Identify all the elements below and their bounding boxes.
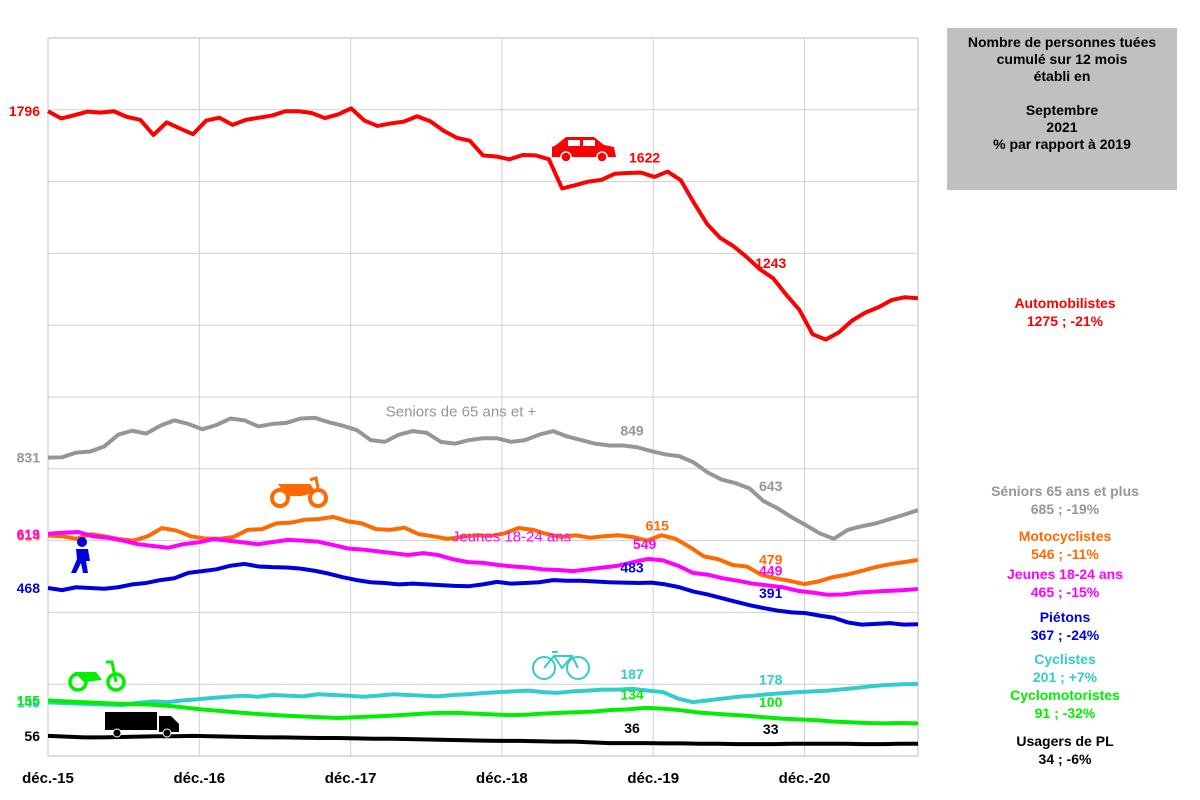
x-tick-label: déc.-17 [325, 770, 377, 787]
legend-entry-value: 91 ; -32% [1034, 705, 1096, 721]
legend-entry: Séniors 65 ans et plus 685 ; -19% [960, 482, 1170, 518]
data-label: 134 [620, 686, 644, 702]
data-label: 831 [17, 450, 41, 466]
x-tick-label: déc.-20 [779, 770, 831, 787]
data-label: 178 [759, 671, 783, 687]
legend-entry: Piétons 367 ; -24% [960, 608, 1170, 644]
data-label: 187 [620, 666, 644, 682]
truck-icon [105, 712, 179, 738]
chart-grid [47, 37, 919, 757]
data-label: 619 [17, 526, 41, 542]
series-line [47, 733, 918, 747]
data-label: 1243 [755, 255, 786, 271]
legend-entry: Motocyclistes 546 ; -11% [960, 527, 1170, 563]
data-label: 1622 [629, 150, 660, 166]
chart-title-box: Nombre de personnes tuées cumulé sur 12 m… [947, 28, 1177, 190]
car-icon [552, 137, 616, 163]
data-label: 155 [17, 692, 41, 708]
legend-entry-value: 34 ; -6% [1038, 751, 1092, 767]
data-label: 549 [633, 536, 657, 552]
data-label: 149 [17, 695, 41, 711]
data-label: 33 [763, 721, 779, 737]
legend-entry-name: Motocyclistes [1018, 528, 1112, 544]
motorcycle-icon [270, 476, 328, 508]
legend-entry-name: Piétons [1039, 609, 1091, 625]
title-line: Septembre [1025, 102, 1099, 118]
data-label: 614 [17, 528, 41, 544]
data-label: 56 [24, 728, 40, 744]
data-label: 643 [759, 478, 783, 494]
title-line: Nombre de personnes tuées [967, 34, 1157, 50]
title-line: cumulé sur 12 mois [996, 51, 1128, 67]
legend-entry-name: Usagers de PL [1016, 733, 1114, 749]
x-tick-label: déc.-19 [627, 770, 679, 787]
series-lines [47, 106, 919, 747]
x-tick-label: déc.-18 [476, 770, 528, 787]
pedestrian-icon [71, 537, 90, 573]
legend-entry-value: 546 ; -11% [1031, 546, 1099, 562]
legend-entry-value: 1275 ; -21% [1026, 313, 1104, 329]
legend-entry: Automobilistes 1275 ; -21% [960, 294, 1170, 330]
legend-entry-name: Cyclomotoristes [1010, 687, 1120, 703]
series-line [47, 415, 919, 541]
series-line [47, 514, 919, 587]
x-tick-label: déc.-15 [22, 770, 74, 787]
legend-entry-name: Séniors 65 ans et plus [991, 483, 1139, 499]
legend-entry-name: Jeunes 18-24 ans [1007, 566, 1123, 582]
series-line [47, 561, 919, 627]
series-labels: 1796 1622 1243 831 849 643 Seniors de 65 ans e… [9, 103, 787, 744]
data-label: 615 [646, 518, 670, 534]
series-line [47, 681, 919, 708]
data-label: 849 [620, 422, 644, 438]
legend-entry: Jeunes 18-24 ans 465 ; -15% [960, 565, 1170, 601]
data-label: 479 [759, 552, 783, 568]
legend-entry: Usagers de PL 34 ; -6% [960, 732, 1170, 768]
title-line: établi en [1033, 68, 1091, 84]
data-label: 391 [759, 585, 783, 601]
data-label: 449 [759, 562, 783, 578]
legend-entry: Cyclomotoristes 91 ; -32% [960, 686, 1170, 722]
data-label: 483 [620, 560, 644, 576]
legend-entry-value: 201 ; +7% [1032, 669, 1098, 685]
legend-entry-name: Automobilistes [1014, 295, 1116, 311]
title-line: 2021 [1046, 119, 1078, 135]
x-axis-ticks: déc.-15 déc.-16 déc.-17 déc.-18 déc.-19 déc.-… [22, 770, 830, 787]
legend-entry-value: 685 ; -19% [1030, 501, 1100, 517]
legend-entry: Cyclistes 201 ; +7% [960, 650, 1170, 686]
data-label: 1796 [9, 103, 40, 119]
series-inline-label: Jeunes 18-24 ans [452, 528, 571, 545]
bicycle-icon [532, 651, 590, 680]
legend-entry-value: 367 ; -24% [1030, 627, 1100, 643]
data-label: 100 [759, 694, 783, 710]
legend-entry-value: 465 ; -15% [1030, 584, 1100, 600]
title-line [947, 85, 1177, 102]
title-line: % par rapport à 2019 [993, 136, 1131, 152]
series-line [47, 106, 919, 342]
series-line [47, 698, 919, 726]
series-inline-label: Seniors de 65 ans et + [386, 404, 537, 421]
legend-entry-name: Cyclistes [1034, 651, 1096, 667]
moped-icon [68, 660, 126, 692]
data-label: 468 [17, 580, 41, 596]
x-tick-label: déc.-16 [173, 770, 225, 787]
data-label: 36 [624, 720, 640, 736]
series-line [47, 529, 919, 597]
